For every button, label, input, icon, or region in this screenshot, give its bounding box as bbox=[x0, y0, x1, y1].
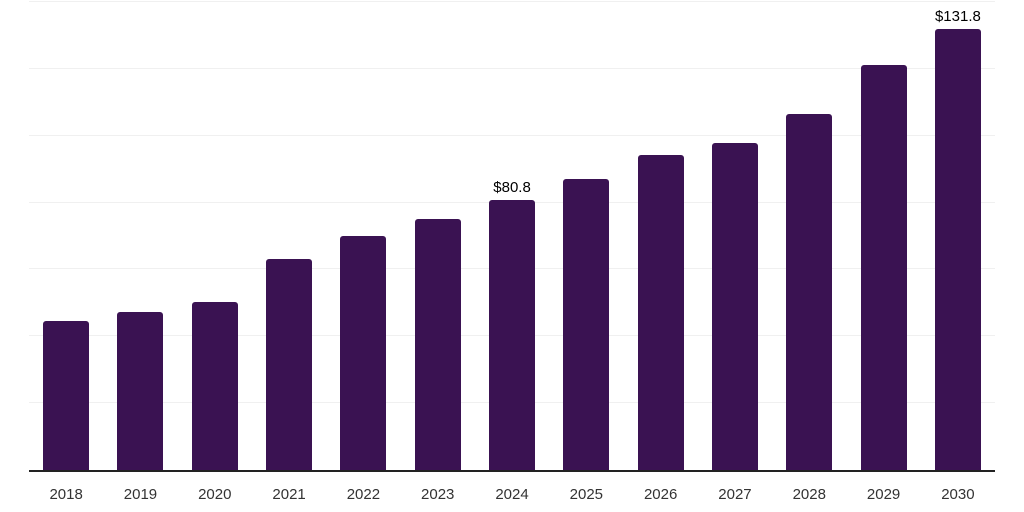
x-tick-label-2025: 2025 bbox=[569, 485, 604, 503]
bars-container: $80.8 $131.8 bbox=[29, 2, 995, 470]
bar-2028 bbox=[786, 114, 833, 470]
bar-slot-2023 bbox=[401, 2, 475, 470]
bar-slot-2026 bbox=[624, 2, 698, 470]
bar-slot-2027 bbox=[698, 2, 772, 470]
bar-2024: $80.8 bbox=[489, 180, 536, 470]
x-tick-label-2023: 2023 bbox=[421, 485, 455, 503]
x-tick-label-2030: 2030 bbox=[941, 485, 975, 503]
bar-slot-2020 bbox=[178, 2, 252, 470]
x-tick-label-2027: 2027 bbox=[718, 485, 752, 503]
x-tick-label-2022: 2022 bbox=[346, 485, 381, 503]
bar-slot-2024: $80.8 bbox=[475, 2, 549, 470]
x-tick-label-2018: 2018 bbox=[49, 485, 83, 503]
x-tick-label-2019: 2019 bbox=[123, 485, 158, 503]
bar-2030: $131.8 bbox=[934, 9, 981, 470]
bar-2022 bbox=[340, 236, 387, 470]
plot-area: $80.8 $131.8 bbox=[29, 1, 995, 472]
bar-2029 bbox=[860, 64, 907, 470]
x-tick-label-2028: 2028 bbox=[792, 485, 826, 503]
bar-2018 bbox=[43, 321, 90, 470]
x-tick-label-2020: 2020 bbox=[198, 485, 232, 503]
bar-slot-2019 bbox=[103, 2, 177, 470]
bar-slot-2022 bbox=[326, 2, 400, 470]
x-tick-label-2021: 2021 bbox=[272, 485, 306, 503]
x-tick-label-2026: 2026 bbox=[643, 485, 678, 503]
bar-slot-2025 bbox=[549, 2, 623, 470]
bar-2021 bbox=[266, 259, 313, 470]
x-axis-labels: 2018 2019 2020 2021 2022 2023 2024 2025 2026 2027… bbox=[29, 472, 995, 512]
bar-2025 bbox=[563, 178, 610, 470]
x-tick-label-2029: 2029 bbox=[866, 485, 901, 503]
bar-2020 bbox=[191, 302, 238, 470]
bar-slot-2021 bbox=[252, 2, 326, 470]
bar-2023 bbox=[414, 218, 461, 470]
data-label-2024: $80.8 bbox=[493, 178, 531, 196]
bar-2019 bbox=[117, 311, 164, 470]
bar-slot-2018 bbox=[29, 2, 103, 470]
bar-slot-2028 bbox=[772, 2, 846, 470]
bar-2026 bbox=[637, 154, 684, 470]
bar-slot-2030: $131.8 bbox=[921, 2, 995, 470]
bar-2027 bbox=[711, 142, 758, 470]
bar-slot-2029 bbox=[846, 2, 920, 470]
x-tick-label-2024: 2024 bbox=[495, 485, 529, 503]
data-label-2030: $131.8 bbox=[934, 8, 981, 26]
